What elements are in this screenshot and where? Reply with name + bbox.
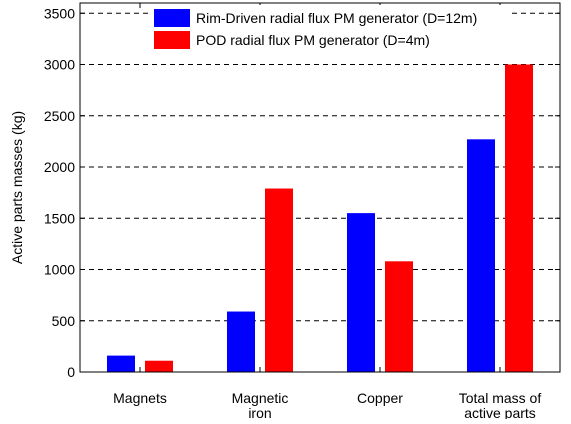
legend: Rim-Driven radial flux PM generator (D=1… — [150, 5, 508, 55]
bar-1-series-1 — [265, 188, 293, 372]
legend-label-0: Rim-Driven radial flux PM generator (D=1… — [196, 10, 477, 26]
x-tick-label-1-line-0: Magnetic — [232, 390, 289, 406]
legend-swatch-1 — [154, 31, 190, 49]
y-tick-label-3: 1500 — [44, 210, 75, 226]
y-tick-label-4: 2000 — [44, 159, 75, 175]
x-tick-label-1-line-1: iron — [248, 405, 271, 419]
legend-swatch-0 — [154, 9, 190, 27]
x-tick-label-2-line-0: Copper — [357, 390, 403, 406]
plot-frame — [79, 2, 561, 373]
bar-2-series-1 — [385, 261, 413, 372]
y-tick-label-5: 2500 — [44, 108, 75, 124]
bar-0-series-1 — [145, 360, 173, 372]
y-tick-label-6: 3000 — [44, 57, 75, 73]
bar-2-series-0 — [347, 213, 375, 372]
x-tick-label-3-line-1: active parts — [464, 405, 536, 419]
y-axis-title: Active parts masses (kg) — [9, 111, 25, 264]
y-tick-label-0: 0 — [67, 364, 75, 380]
bar-0-series-0 — [107, 355, 135, 372]
bars — [107, 64, 533, 372]
y-tick-label-1: 500 — [52, 313, 76, 329]
x-tick-label-0-line-0: Magnets — [113, 390, 167, 406]
y-tick-label-2: 1000 — [44, 262, 75, 278]
legend-box — [150, 5, 508, 55]
legend-label-1: POD radial flux PM generator (D=4m) — [196, 32, 430, 48]
y-tick-label-7: 3500 — [44, 5, 75, 21]
bar-1-series-0 — [227, 311, 255, 372]
bar-3-series-0 — [467, 139, 495, 372]
y-axis-label: Active parts masses (kg) — [9, 111, 25, 264]
axis-ticks: 0 500 1000 1500 2000 2500 3000 3500 Magnets Magne… — [44, 3, 560, 421]
bar-3-series-1 — [505, 64, 533, 372]
x-tick-label-3-line-0: Total mass of — [459, 390, 542, 406]
